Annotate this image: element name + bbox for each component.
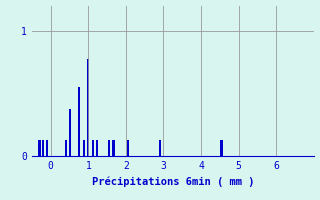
Bar xyxy=(108,140,110,156)
Bar xyxy=(220,140,223,156)
Bar xyxy=(38,140,41,156)
Bar xyxy=(92,140,94,156)
Bar xyxy=(42,140,44,156)
X-axis label: Précipitations 6min ( mm ): Précipitations 6min ( mm ) xyxy=(92,176,254,187)
Bar xyxy=(78,87,80,156)
Bar xyxy=(65,140,67,156)
Bar xyxy=(87,58,90,156)
Bar xyxy=(96,140,99,156)
Bar xyxy=(127,140,129,156)
Bar xyxy=(46,140,48,156)
Bar xyxy=(158,140,161,156)
Bar xyxy=(83,140,85,156)
Bar xyxy=(112,140,115,156)
Bar xyxy=(69,108,71,156)
